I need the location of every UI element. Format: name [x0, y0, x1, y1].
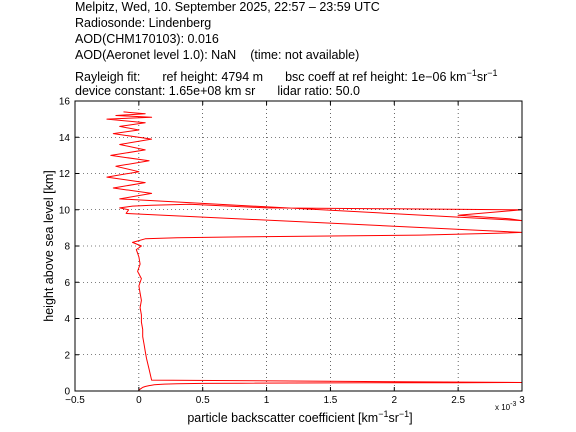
y-tick-label: 0: [64, 387, 70, 398]
x-tick-label: 2: [392, 395, 398, 406]
bsc-coeff-exp2: −1: [487, 68, 498, 78]
device-constant-line: device constant: 1.65e+08 km sr lidar rat…: [75, 84, 360, 99]
x-tick-label: −0.5: [65, 395, 85, 406]
x-tick-label: 2.5: [451, 395, 465, 406]
x-multiplier-label: x 10-3: [495, 401, 516, 412]
y-tick-label: 12: [59, 169, 71, 180]
rayleigh-fit-label: Rayleigh fit:: [75, 70, 141, 85]
x-tick-label: 1.5: [323, 395, 337, 406]
x-axis-label: particle backscatter coefficient [km−1sr…: [187, 409, 412, 425]
aod-chm-line: AOD(CHM170103): 0.016: [75, 32, 219, 46]
x-tick-label: 3: [519, 395, 525, 406]
title-line-location-date: Melpitz, Wed, 10. September 2025, 22:57 …: [75, 0, 380, 14]
aod-aeronet-line: AOD(Aeronet level 1.0): NaN (time: not av…: [75, 48, 359, 63]
device-constant: device constant: 1.65e+08 km sr: [75, 84, 256, 98]
y-tick-label: 2: [64, 350, 70, 361]
plot-frame: [74, 100, 523, 392]
bsc-coeff: bsc coeff at ref height: 1e−06 km: [285, 70, 467, 85]
radiosonde-line: Radiosonde: Lindenberg: [75, 16, 212, 30]
ref-height: ref height: 4794 m: [162, 70, 264, 85]
bsc-coeff-sr: sr: [476, 70, 488, 85]
aod-aeronet-time: (time: not available): [250, 48, 360, 62]
series-layer: [106, 111, 522, 391]
y-tick-label: 10: [59, 205, 71, 216]
y-tick-label: 16: [59, 97, 71, 108]
grid-lines: [75, 101, 522, 391]
y-tick-label: 4: [64, 314, 70, 325]
y-tick-label: 14: [59, 133, 71, 144]
bsc-coeff-exp1: −1: [466, 68, 477, 78]
backscatter-profile-line: [106, 111, 522, 391]
aod-aeronet-value: AOD(Aeronet level 1.0): NaN: [75, 48, 237, 62]
y-tick-label: 8: [64, 242, 70, 253]
lidar-ratio: lidar ratio: 50.0: [277, 84, 360, 98]
x-tick-label: 0: [136, 395, 142, 406]
x-tick-label: 1: [264, 395, 270, 406]
y-tick-label: 6: [64, 278, 70, 289]
y-axis-label: height above sea level [km]: [42, 170, 56, 321]
rayleigh-fit-line: Rayleigh fit: ref height: 4794 m bsc coeff…: [75, 66, 498, 85]
x-tick-label: 0.5: [196, 395, 210, 406]
